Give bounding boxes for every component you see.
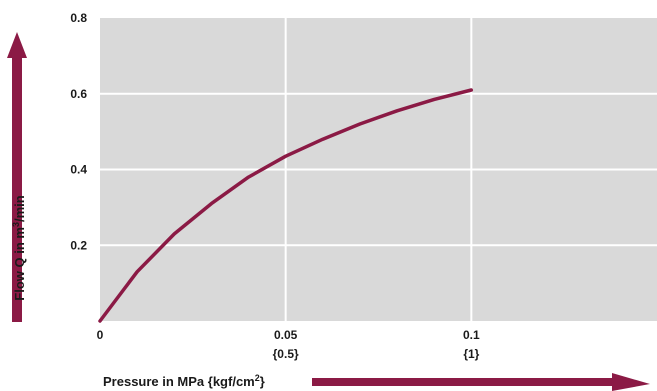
y-axis-label: Flow Q in m3/min [11,195,27,300]
x-axis-label: Pressure in MPa {kgf/cm2} [103,373,265,389]
x-tick-sublabel: {1} [463,347,479,361]
series-layer [98,88,474,323]
tick-labels: 0 0.05 {0.5} 0.1 {1} 0.2 0.4 0.6 0.8 [70,11,480,361]
y-axis-label-main: Flow Q in m [12,227,27,301]
x-axis-arrow [312,373,650,391]
y-axis-label-sup: 3 [11,222,21,227]
y-tick-label: 0.8 [70,11,87,25]
x-axis-label-sup: 2 [255,373,260,383]
x-axis-label-suffix: } [260,374,265,389]
y-tick-label: 0.6 [70,87,87,101]
flow-curve [98,88,474,323]
y-axis-arrow [7,32,27,322]
y-tick-label: 0.2 [70,238,87,252]
x-tick-label: 0 [97,328,104,342]
grid [100,18,657,321]
x-axis-label-main: Pressure in MPa {kgf/cm [103,374,255,389]
x-tick-sublabel: {0.5} [273,347,299,361]
y-axis-label-suffix: /min [12,195,27,222]
y-tick-label: 0.4 [70,163,87,177]
x-tick-label: 0.05 [274,328,298,342]
x-tick-label: 0.1 [463,328,480,342]
